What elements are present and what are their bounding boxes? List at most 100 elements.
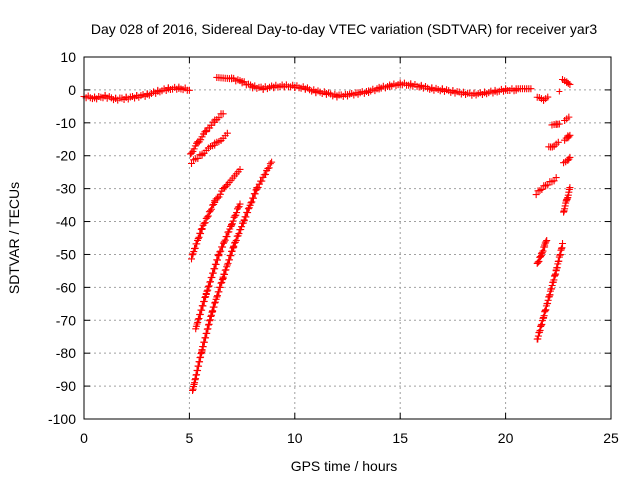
data-point (251, 190, 259, 198)
data-point (204, 212, 212, 220)
data-point (223, 261, 231, 269)
data-point (202, 334, 210, 342)
data-point (211, 299, 219, 307)
data-point (566, 184, 574, 192)
data-point (228, 247, 236, 255)
data-point (540, 312, 548, 320)
data-point (199, 343, 207, 351)
series-arc-2 (188, 129, 231, 167)
data-point (566, 131, 574, 139)
x-tick-label: 0 (80, 430, 88, 446)
y-tick-label: -40 (56, 214, 76, 230)
series-late-arc-9 (561, 113, 573, 124)
data-points (80, 73, 574, 394)
series-late-arc-10 (559, 75, 574, 88)
y-tick-label: 0 (68, 82, 76, 98)
data-point (205, 320, 213, 328)
data-point (228, 220, 236, 228)
series-late-baseline (533, 93, 552, 104)
data-point (229, 217, 237, 225)
data-point (206, 278, 214, 286)
data-point (214, 292, 222, 300)
data-point (188, 149, 196, 157)
series-baseline-main (213, 73, 535, 101)
data-point (536, 328, 544, 336)
data-point (537, 253, 545, 261)
data-point (536, 326, 544, 334)
data-point (216, 190, 224, 198)
data-point (194, 318, 202, 326)
data-point (534, 258, 542, 266)
data-point (551, 271, 559, 279)
data-point (535, 257, 543, 265)
data-point (194, 154, 202, 162)
data-point (194, 315, 202, 323)
data-point (258, 177, 266, 185)
chart-title: Day 028 of 2016, Sidereal Day-to-day VTE… (91, 21, 597, 37)
data-point (230, 243, 238, 251)
data-point (200, 297, 208, 305)
data-point (538, 320, 546, 328)
data-point (223, 129, 231, 137)
data-point (190, 145, 198, 153)
data-point (244, 205, 252, 213)
data-point (197, 136, 205, 144)
data-point (204, 286, 212, 294)
y-tick-label: -80 (56, 345, 76, 361)
data-point (231, 212, 239, 220)
series-late-arc-1 (532, 174, 560, 199)
data-point (227, 252, 235, 260)
data-point (203, 213, 211, 221)
data-point (538, 249, 546, 257)
data-point (210, 303, 218, 311)
data-point (534, 332, 542, 340)
data-point (236, 165, 244, 173)
data-point (544, 93, 552, 101)
data-point (209, 308, 217, 316)
data-point (193, 240, 201, 248)
data-point (254, 183, 262, 191)
y-tick-label: 10 (60, 49, 76, 65)
data-point (188, 159, 196, 167)
series-late-arc-8 (548, 120, 563, 129)
series-late-arc-7 (561, 131, 574, 144)
data-point (548, 282, 556, 290)
data-point (544, 296, 552, 304)
data-point (212, 260, 220, 268)
data-point (217, 279, 225, 287)
x-tick-label: 10 (287, 430, 303, 446)
data-point (205, 282, 213, 290)
data-point (220, 238, 228, 246)
data-point (268, 158, 276, 166)
data-point (229, 244, 237, 252)
data-point (200, 338, 208, 346)
series-late-arc-2 (533, 236, 551, 267)
data-point (527, 85, 535, 93)
x-axis-label: GPS time / hours (291, 458, 398, 474)
data-point (215, 288, 223, 296)
data-point (548, 143, 556, 151)
data-point (566, 153, 574, 161)
data-point (539, 247, 547, 255)
data-point (206, 207, 214, 215)
data-point (265, 164, 273, 172)
data-point (261, 170, 269, 178)
data-point (206, 316, 214, 324)
data-point (225, 256, 233, 264)
data-point (541, 307, 549, 315)
data-point (191, 244, 199, 252)
data-point (231, 238, 239, 246)
data-point (235, 230, 243, 238)
data-point (550, 276, 558, 284)
data-point (236, 200, 244, 208)
plot-border (83, 56, 612, 420)
series-late-arc-6 (560, 153, 574, 167)
series-arc-1 (186, 110, 227, 158)
data-point (202, 290, 210, 298)
data-point (204, 283, 212, 291)
series-baseline-early (80, 83, 193, 104)
data-point (203, 329, 211, 337)
series-arc-5 (189, 158, 276, 394)
data-point (534, 335, 542, 343)
